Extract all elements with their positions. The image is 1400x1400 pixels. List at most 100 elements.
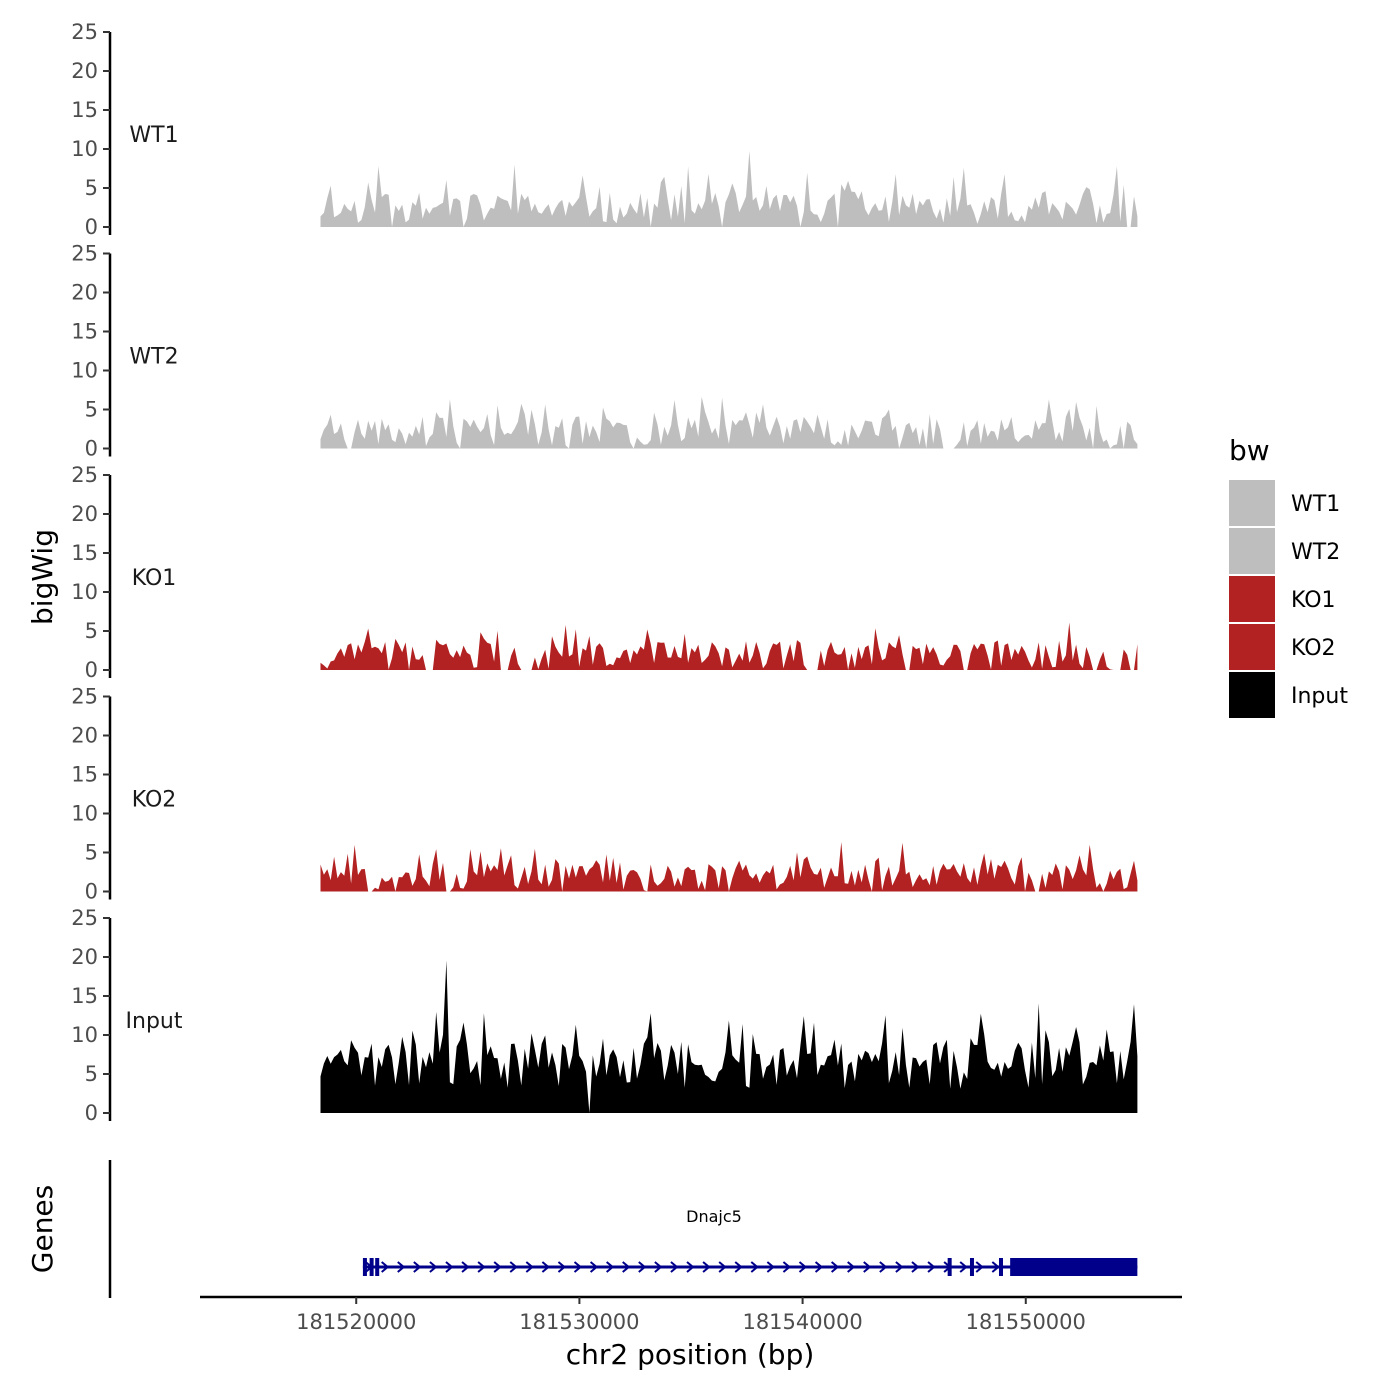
y-tick-label-wt2-10: 10 xyxy=(71,359,98,383)
y-tick-label-wt2-5: 5 xyxy=(85,398,98,422)
legend-key-ko1 xyxy=(1229,576,1275,622)
gene-strand-arrow xyxy=(911,1261,920,1273)
signal-area-wt2 xyxy=(320,396,1138,449)
track-label-ko2: KO2 xyxy=(132,788,177,813)
track-ko1: 0 5 10 15 20 25 KO1 xyxy=(71,463,1138,682)
legend-key-wt1 xyxy=(1229,480,1275,526)
y-tick-label-ko1-0: 0 xyxy=(85,658,98,682)
signal-area-wt1 xyxy=(320,151,1138,227)
y-tick-label-input-25: 25 xyxy=(71,906,98,930)
gene-strand-arrow xyxy=(509,1261,518,1273)
y-tick-label-ko2-25: 25 xyxy=(71,685,98,709)
track-input: 0 5 10 15 20 25 Input xyxy=(71,906,1138,1125)
gene-strand-arrow xyxy=(814,1261,824,1273)
signal-tracks: 0 5 10 15 20 25 WT1 0 5 10 15 20 25 WT2 0 5 10 15 20 25 KO1 0… xyxy=(71,20,1138,1125)
y-tick-label-ko2-10: 10 xyxy=(71,802,98,826)
y-tick-label-wt1-15: 15 xyxy=(71,98,98,122)
track-ko2: 0 5 10 15 20 25 KO2 xyxy=(71,685,1138,904)
gene-exon-dnajc5-7 xyxy=(1010,1258,1138,1276)
gene-strand-arrow xyxy=(830,1261,840,1273)
gene-strand-arrow xyxy=(750,1261,759,1273)
gene-strand-arrow xyxy=(959,1261,968,1273)
gene-strand-arrow xyxy=(461,1261,470,1273)
gene-strand-arrow xyxy=(493,1261,502,1273)
y-tick-label-ko2-5: 5 xyxy=(85,841,98,865)
y-tick-label-wt2-25: 25 xyxy=(71,242,98,266)
gene-strand-arrow xyxy=(847,1261,856,1273)
legend-label-input: Input xyxy=(1291,684,1348,709)
gene-exon-dnajc5-4 xyxy=(947,1258,952,1276)
y-tick-label-ko1-15: 15 xyxy=(71,541,98,565)
y-tick-label-ko1-20: 20 xyxy=(71,502,98,526)
gene-strand-arrow xyxy=(975,1261,984,1273)
gene-strand-arrow xyxy=(670,1261,679,1273)
gene-strand-arrow xyxy=(541,1261,550,1273)
track-wt1: 0 5 10 15 20 25 WT1 xyxy=(71,20,1138,239)
gene-strand-arrow xyxy=(798,1261,808,1273)
gene-strand-arrow xyxy=(879,1261,888,1273)
gene-strand-arrow xyxy=(606,1261,615,1273)
legend-label-ko1: KO1 xyxy=(1291,588,1336,613)
y-tick-label-ko1-25: 25 xyxy=(71,463,98,487)
legend: bw WT1 WT2 KO1 KO2 Input xyxy=(1229,434,1348,718)
y-tick-label-wt1-0: 0 xyxy=(85,215,98,239)
y-tick-label-input-15: 15 xyxy=(71,984,98,1008)
x-tick-label-181540000: 181540000 xyxy=(742,1310,862,1334)
gene-strand-arrow xyxy=(686,1261,695,1273)
y-tick-label-ko1-5: 5 xyxy=(85,619,98,643)
gene-strand-arrow xyxy=(766,1261,775,1273)
gene-strand-arrow xyxy=(381,1261,390,1273)
gene-strand-arrow xyxy=(718,1261,727,1273)
y-tick-label-wt2-20: 20 xyxy=(71,281,98,305)
gene-strand-arrow xyxy=(622,1261,631,1273)
y-tick-label-input-10: 10 xyxy=(71,1023,98,1047)
y-tick-label-ko2-20: 20 xyxy=(71,724,98,748)
gene-strand-arrow xyxy=(991,1261,1000,1273)
x-axis: 181520000 181530000 181540000 181550000 xyxy=(200,1295,1182,1334)
gene-exon-dnajc5-1 xyxy=(362,1258,367,1276)
signal-area-ko2 xyxy=(320,842,1138,892)
gene-strand-arrow xyxy=(702,1261,711,1273)
gene-strand-arrow xyxy=(863,1261,872,1273)
gene-strand-arrow xyxy=(429,1261,438,1273)
gene-strand-arrow xyxy=(654,1261,663,1273)
gene-strand-arrow xyxy=(927,1261,936,1273)
gene-strand-arrow xyxy=(638,1261,647,1273)
y-tick-label-input-0: 0 xyxy=(85,1101,98,1125)
gene-strand-arrow xyxy=(782,1261,791,1273)
gene-strand-arrow xyxy=(573,1261,583,1273)
y-tick-label-ko2-0: 0 xyxy=(85,880,98,904)
gene-strand-arrow xyxy=(734,1261,743,1273)
x-tick-label-181550000: 181550000 xyxy=(966,1310,1086,1334)
legend-title: bw xyxy=(1229,434,1270,467)
gene-strand-arrow xyxy=(895,1261,904,1273)
track-label-wt2: WT2 xyxy=(129,345,178,370)
track-label-wt1: WT1 xyxy=(129,123,178,148)
gene-strand-arrow xyxy=(557,1261,567,1273)
legend-key-ko2 xyxy=(1229,624,1275,670)
legend-key-wt2 xyxy=(1229,528,1275,574)
gene-strand-arrow xyxy=(589,1261,599,1273)
y-tick-label-wt2-15: 15 xyxy=(71,320,98,344)
y-tick-label-wt1-20: 20 xyxy=(71,59,98,83)
genes-axis-title: Genes xyxy=(26,1185,59,1273)
x-tick-label-181520000: 181520000 xyxy=(296,1310,416,1334)
genes-panel: Dnajc5 xyxy=(108,1160,1138,1298)
gene-strand-arrow xyxy=(525,1261,534,1273)
x-tick-label-181530000: 181530000 xyxy=(519,1310,639,1334)
gene-exon-dnajc5-2 xyxy=(369,1258,374,1276)
track-label-input: Input xyxy=(126,1009,183,1034)
track-wt2: 0 5 10 15 20 25 WT2 xyxy=(71,242,1138,461)
track-label-ko1: KO1 xyxy=(132,566,177,591)
gene-label-dnajc5: Dnajc5 xyxy=(686,1207,742,1226)
gene-strand-arrow xyxy=(413,1261,422,1273)
y-tick-label-wt1-10: 10 xyxy=(71,137,98,161)
gene-exon-dnajc5-5 xyxy=(969,1258,974,1276)
signal-area-ko1 xyxy=(320,622,1138,670)
y-tick-label-wt2-0: 0 xyxy=(85,437,98,461)
gene-exon-dnajc5-6 xyxy=(998,1258,1003,1276)
y-tick-label-wt1-25: 25 xyxy=(71,20,98,44)
legend-label-wt2: WT2 xyxy=(1291,540,1340,565)
legend-key-input xyxy=(1229,672,1275,718)
